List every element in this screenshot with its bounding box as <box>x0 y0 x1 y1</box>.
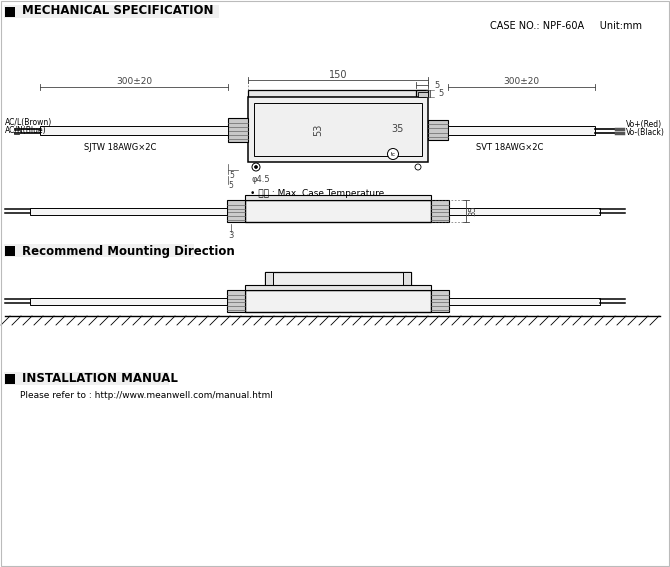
Bar <box>5 374 15 384</box>
Text: 300±20: 300±20 <box>503 78 539 87</box>
Bar <box>245 285 431 290</box>
Bar <box>428 120 448 140</box>
Circle shape <box>387 149 399 159</box>
Bar <box>4 372 169 385</box>
Text: SVT 18AWG×2C: SVT 18AWG×2C <box>476 142 543 151</box>
Bar <box>227 290 245 312</box>
Bar <box>30 298 227 304</box>
Bar <box>248 97 428 162</box>
Bar <box>431 290 449 312</box>
Bar <box>245 200 431 222</box>
Text: 5: 5 <box>228 181 233 191</box>
Bar <box>40 125 228 134</box>
Text: SJTW 18AWG×2C: SJTW 18AWG×2C <box>84 142 156 151</box>
Bar <box>254 103 422 156</box>
Bar <box>245 195 431 200</box>
Bar <box>227 200 245 222</box>
Bar <box>418 92 428 97</box>
Bar <box>416 90 428 97</box>
Text: φ4.5: φ4.5 <box>251 176 269 184</box>
Bar <box>265 272 273 290</box>
Text: MECHANICAL SPECIFICATION: MECHANICAL SPECIFICATION <box>22 5 214 18</box>
Circle shape <box>252 163 260 171</box>
Text: Please refer to : http://www.meanwell.com/manual.html: Please refer to : http://www.meanwell.co… <box>20 391 273 400</box>
Text: 150: 150 <box>329 70 347 80</box>
Text: 35: 35 <box>468 206 478 217</box>
Bar <box>228 118 248 142</box>
Text: • Ⓣⓒ : Max. Case Temperature: • Ⓣⓒ : Max. Case Temperature <box>250 189 385 198</box>
Text: 5: 5 <box>434 81 440 90</box>
Bar <box>5 246 15 256</box>
Bar <box>449 208 600 214</box>
Text: AC/N(Blue): AC/N(Blue) <box>5 126 47 136</box>
Text: 5: 5 <box>438 89 444 98</box>
Text: 35: 35 <box>392 125 404 134</box>
Bar <box>4 244 194 257</box>
Bar <box>245 290 431 312</box>
Text: AC/L(Brown): AC/L(Brown) <box>5 119 52 128</box>
Text: 5: 5 <box>230 171 234 180</box>
Text: Recommend Mounting Direction: Recommend Mounting Direction <box>22 244 234 257</box>
Text: Vo-(Black): Vo-(Black) <box>626 128 665 137</box>
Text: Vo+(Red): Vo+(Red) <box>626 120 662 129</box>
Bar <box>431 200 449 222</box>
Bar <box>403 272 411 290</box>
Text: tc: tc <box>391 151 395 156</box>
Bar <box>265 272 411 290</box>
Circle shape <box>255 166 257 168</box>
Bar <box>248 90 428 97</box>
Text: CASE NO.: NPF-60A     Unit:mm: CASE NO.: NPF-60A Unit:mm <box>490 21 642 31</box>
Bar <box>448 125 595 134</box>
Bar <box>5 7 15 17</box>
Bar <box>4 5 219 18</box>
Text: 53: 53 <box>313 123 323 136</box>
Circle shape <box>415 164 421 170</box>
Text: 300±20: 300±20 <box>116 78 152 87</box>
Bar <box>30 208 227 214</box>
Text: 3: 3 <box>228 231 234 240</box>
Text: INSTALLATION MANUAL: INSTALLATION MANUAL <box>22 373 178 386</box>
Bar <box>449 298 600 304</box>
